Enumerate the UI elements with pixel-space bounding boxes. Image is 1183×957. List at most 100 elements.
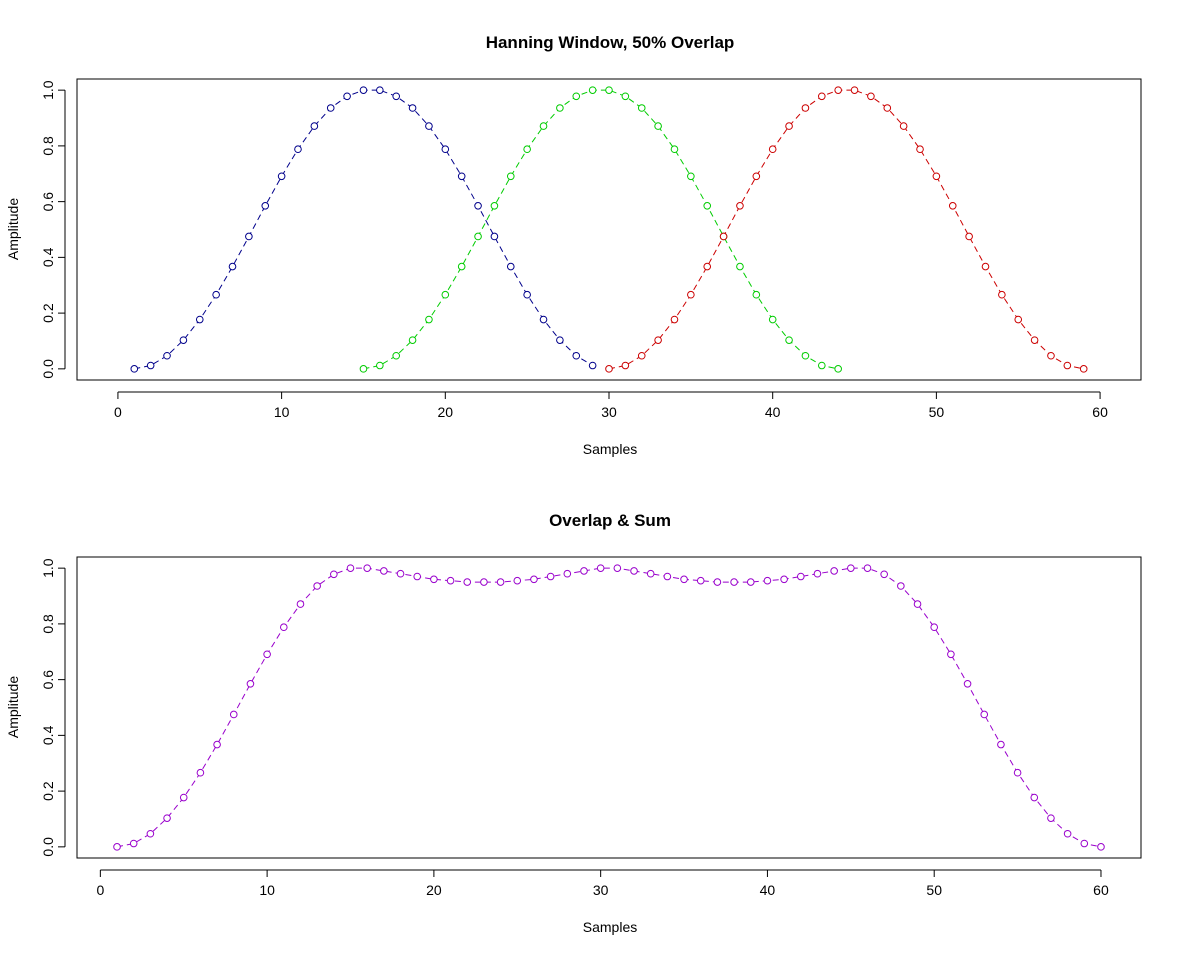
top-chart-series-1-point <box>637 104 646 112</box>
bottom-chart-series-0-point <box>196 768 205 777</box>
bottom-chart-series-0-point <box>563 569 572 578</box>
bottom-chart-series-0-point <box>296 600 305 608</box>
top-chart-y-tick-label: 0.2 <box>40 303 56 323</box>
top-chart-series-0-point <box>588 361 597 370</box>
top-chart-series-2-point <box>605 365 613 373</box>
bottom-chart-series-0-point <box>446 576 455 585</box>
bottom-chart-x-tick-label: 20 <box>426 882 442 898</box>
bottom-chart-series-0-point <box>1047 814 1055 822</box>
top-chart-series-2-point <box>932 172 941 181</box>
top-chart-series-1-point <box>752 290 761 299</box>
top-chart-series-2-point <box>687 290 695 299</box>
bottom-chart-y-tick-label: 0.6 <box>40 670 56 690</box>
top-chart-series-2-point <box>1030 336 1039 344</box>
top-chart-series-2-point <box>1047 351 1055 360</box>
top-chart-series-0-point <box>326 104 335 112</box>
bottom-chart-series-0-point <box>630 567 638 575</box>
bottom-chart-y-ticks: 0.0 0.2 0.4 0.6 0.8 1.0 <box>40 558 66 857</box>
top-chart-series-2-point <box>834 86 842 94</box>
top-chart-y-ticks: 0.0 0.2 0.4 0.6 0.8 1.0 <box>40 80 66 379</box>
top-chart-series-2-point <box>1079 365 1088 373</box>
top-chart-y-tick-label: 1.0 <box>40 80 56 100</box>
top-chart-series-0-point <box>343 92 351 101</box>
bottom-chart-series-0-point <box>313 582 321 590</box>
top-chart-series-0-point <box>228 262 237 271</box>
bottom-chart-series-0-point <box>1097 843 1105 851</box>
bottom-chart-series-0-point <box>229 710 238 719</box>
top-chart-x-tick-label: 40 <box>765 404 781 420</box>
bottom-chart-series-0-point <box>146 829 155 838</box>
bottom-chart-series-0-point <box>1080 839 1089 848</box>
top-chart-x-tick-label: 60 <box>1092 404 1108 420</box>
bottom-chart-series-0-point <box>680 575 688 584</box>
top-chart-series-0-point <box>277 172 286 181</box>
bottom-chart-series-0-point <box>129 839 138 848</box>
top-chart-x-tick-label: 20 <box>438 404 454 420</box>
top-chart-x-axis-label: Samples <box>583 441 637 457</box>
bottom-chart-series-0-point <box>663 572 672 581</box>
top-chart-series <box>130 86 1088 373</box>
top-chart-series-0-line <box>134 89 593 370</box>
top-chart-series-0-point <box>457 172 466 181</box>
top-chart-series-2-point <box>818 92 826 101</box>
bottom-chart-series-0-point <box>213 740 221 749</box>
top-chart-series-1-point <box>818 361 826 370</box>
bottom-chart-series-0-point <box>763 576 772 585</box>
bottom-chart-series-0-point <box>830 567 838 575</box>
top-chart-series-1-point <box>556 104 564 112</box>
bottom-chart-series-0-point <box>863 564 872 572</box>
top-chart-series-2-point <box>637 351 646 360</box>
bottom-chart-x-tick-label: 30 <box>593 882 609 898</box>
top-chart-series-1-point <box>425 315 433 324</box>
bottom-chart-series-0-point <box>1013 768 1022 777</box>
bottom-chart-series-0-point <box>746 578 755 586</box>
top-chart-series-2-point <box>703 262 712 271</box>
top-chart-series-2-point <box>916 145 924 154</box>
bottom-chart-series-0-point <box>380 567 388 575</box>
bottom-chart-x-tick-label: 40 <box>760 882 776 898</box>
top-chart-series-1-point <box>539 122 548 130</box>
top-chart-series-2-point <box>768 145 777 154</box>
top-chart-series-0-point <box>179 336 188 344</box>
top-chart-y-tick-label: 0.8 <box>40 136 56 156</box>
top-chart-y-tick-label: 0.4 <box>40 247 56 267</box>
bottom-chart-series-0-point <box>963 680 972 688</box>
top-chart-series-1-point <box>736 262 744 271</box>
bottom-chart-series-0-point <box>796 572 805 581</box>
bottom-chart-y-tick-label: 0.2 <box>40 781 56 801</box>
bottom-chart-series-0-point <box>280 623 288 632</box>
bottom-chart-series-0-point <box>1063 829 1072 838</box>
top-chart-series-1-point <box>834 365 842 373</box>
top-chart-series-1-point <box>359 365 368 373</box>
bottom-chart-series-0-point <box>847 564 855 572</box>
bottom-chart-series-0-point <box>880 570 888 579</box>
top-chart-y-tick-label: 0.6 <box>40 192 56 212</box>
top-chart-x-ticks: 0 10 20 30 40 50 60 <box>114 391 1108 420</box>
top-chart-series-1-point <box>621 92 630 101</box>
top-chart-series-1-point <box>670 145 679 154</box>
bottom-chart-series-0-point <box>897 582 905 590</box>
bottom-chart-series-0-point <box>513 576 522 585</box>
top-chart-series-2-point <box>883 104 892 112</box>
top-chart-series-2-point <box>736 202 744 210</box>
top-chart-series-0-point <box>195 315 204 324</box>
top-chart-series-1-line <box>363 89 839 370</box>
top-chart-series-0-point <box>163 351 171 360</box>
top-chart-series-2-line <box>608 89 1084 370</box>
bottom-chart-series-0-point <box>646 569 655 578</box>
bottom-chart-series-0-point <box>730 578 738 586</box>
top-chart-series-2-point <box>654 336 662 344</box>
top-chart-series-2-point <box>801 104 810 112</box>
top-chart-series-0-point <box>539 315 548 324</box>
top-chart-series-0-point <box>392 92 401 101</box>
top-chart-series-1-point <box>785 336 793 344</box>
bottom-chart-x-tick-label: 50 <box>926 882 942 898</box>
bottom-chart-x-axis-label: Samples <box>583 919 637 935</box>
bottom-chart-series-0-point <box>363 564 371 572</box>
top-chart-y-axis-label: Amplitude <box>5 198 21 260</box>
bottom-chart-series-0-point <box>330 570 338 579</box>
bottom-chart-series-0-point <box>463 578 472 586</box>
top-chart-series-0-point <box>245 232 253 241</box>
bottom-chart-y-tick-label: 0.0 <box>40 837 56 857</box>
top-chart-x-tick-label: 30 <box>601 404 617 420</box>
